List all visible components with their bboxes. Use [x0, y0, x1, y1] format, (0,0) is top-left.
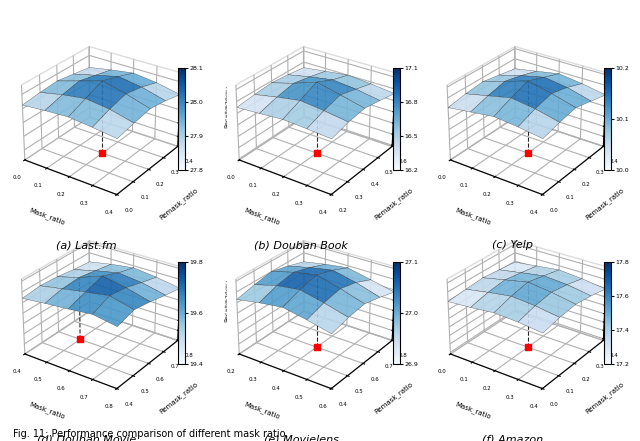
X-axis label: Mask_ratio: Mask_ratio [454, 401, 492, 421]
Text: (a) Last.fm: (a) Last.fm [56, 240, 117, 250]
Y-axis label: Remask_ratio: Remask_ratio [584, 381, 625, 415]
Text: (b) Douban Book: (b) Douban Book [254, 240, 348, 250]
X-axis label: Mask_ratio: Mask_ratio [29, 207, 67, 227]
Text: (e) Movielens: (e) Movielens [264, 434, 339, 441]
Text: (c) Yelp: (c) Yelp [492, 240, 533, 250]
Text: (f) Amazon: (f) Amazon [482, 434, 543, 441]
Y-axis label: Remask_ratio: Remask_ratio [158, 381, 200, 415]
Y-axis label: Remask_ratio: Remask_ratio [372, 187, 414, 221]
X-axis label: Mask_ratio: Mask_ratio [29, 401, 67, 421]
X-axis label: Mask_ratio: Mask_ratio [454, 207, 492, 227]
Y-axis label: Remask_ratio: Remask_ratio [584, 187, 625, 221]
Text: Fig. 11: Performance comparison of different mask ratio.: Fig. 11: Performance comparison of diffe… [13, 429, 288, 439]
X-axis label: Mask_ratio: Mask_ratio [243, 207, 281, 227]
Y-axis label: Remask_ratio: Remask_ratio [158, 187, 200, 221]
Y-axis label: Remask_ratio: Remask_ratio [372, 381, 414, 415]
X-axis label: Mask_ratio: Mask_ratio [243, 401, 281, 421]
Text: (d) Douban Movie: (d) Douban Movie [37, 434, 136, 441]
